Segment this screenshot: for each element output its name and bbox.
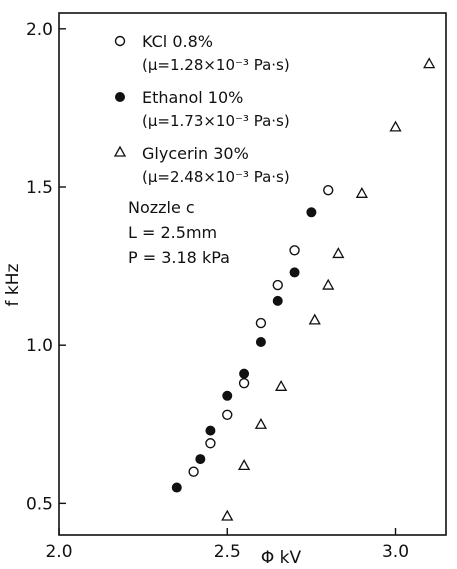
legend-label-glycerin: Glycerin 30%: [142, 144, 249, 163]
annotation-length: L = 2.5mm: [128, 223, 217, 242]
data-point-series-0: [188, 466, 199, 477]
axis-ticks: [58, 28, 397, 535]
data-point-series-2: [355, 186, 368, 198]
data-point-series-1: [306, 207, 317, 218]
data-point-series-0: [323, 184, 334, 196]
legend-detail-ethanol: (μ=1.73×10⁻³ Pa·s): [142, 112, 290, 130]
data-point-series-1: [239, 368, 250, 379]
x-tick-label: 3.0: [382, 542, 409, 562]
x-tick-label: 2.0: [45, 542, 72, 562]
data-point-series-1: [289, 267, 300, 278]
data-point-series-2: [423, 57, 436, 69]
data-point-series-1: [272, 295, 283, 306]
plot-frame: [58, 12, 447, 536]
x-tick-label: 2.5: [214, 542, 241, 562]
y-axis-title: f kHz: [3, 263, 23, 306]
y-tick-label: 1.5: [26, 178, 53, 198]
data-point-series-0: [238, 377, 250, 389]
data-point-series-2: [274, 379, 288, 391]
data-point-series-1: [255, 337, 266, 348]
data-point-series-1: [195, 454, 206, 465]
data-point-series-0: [222, 409, 233, 420]
annotation-pressure: P = 3.18 kPa: [128, 248, 230, 267]
data-point-series-2: [237, 459, 251, 471]
data-point-series-1: [205, 425, 216, 436]
legend-label-ethanol: Ethanol 10%: [142, 88, 243, 107]
y-tick-label: 1.0: [26, 336, 53, 356]
data-point-series-0: [205, 438, 216, 449]
data-point-series-0: [272, 279, 283, 291]
data-point-series-2: [254, 417, 268, 429]
legend-detail-glycerin: (μ=2.48×10⁻³ Pa·s): [142, 168, 290, 186]
data-point-series-2: [308, 313, 321, 325]
data-point-series-0: [255, 317, 267, 329]
nozzle-annotation: Nozzle c L = 2.5mm P = 3.18 kPa: [128, 198, 230, 267]
legend-marker-kcl: [114, 35, 126, 47]
data-point-series-0: [289, 245, 300, 256]
data-points: [171, 57, 436, 521]
x-axis-title: Φ kV: [261, 548, 302, 568]
annotation-nozzle: Nozzle c: [128, 198, 195, 217]
data-point-series-1: [171, 482, 182, 493]
y-tick-label: 0.5: [26, 494, 53, 514]
legend-marker-ethanol: [115, 92, 125, 102]
legend-label-kcl: KCl 0.8%: [142, 32, 213, 51]
legend-marker-glycerin: [113, 145, 127, 157]
legend: KCl 0.8% (μ=1.28×10⁻³ Pa·s) Ethanol 10% …: [113, 32, 290, 186]
data-point-series-2: [221, 509, 234, 521]
data-point-series-2: [389, 120, 402, 132]
data-point-series-2: [332, 247, 345, 259]
tick-labels: 2.0 2.5 3.0 0.5 1.0 1.5 2.0: [26, 20, 409, 562]
data-point-series-2: [322, 278, 335, 290]
data-point-series-1: [222, 390, 233, 401]
legend-detail-kcl: (μ=1.28×10⁻³ Pa·s): [142, 56, 290, 74]
y-tick-label: 2.0: [26, 20, 53, 40]
